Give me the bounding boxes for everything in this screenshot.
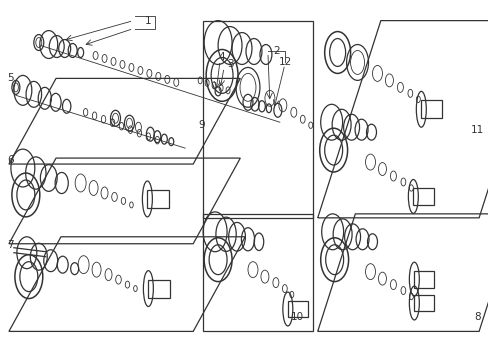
Bar	[413, 271, 433, 288]
Text: 4: 4	[218, 53, 225, 63]
Text: 2: 2	[273, 45, 280, 55]
Text: 8: 8	[473, 312, 479, 323]
Bar	[203, 21, 312, 218]
Bar	[413, 294, 433, 311]
Bar	[412, 188, 433, 205]
Text: 1: 1	[145, 15, 151, 26]
Text: 7: 7	[8, 240, 14, 250]
Text: 6: 6	[8, 155, 14, 165]
Bar	[287, 301, 307, 318]
Bar	[148, 280, 170, 298]
Text: 5: 5	[8, 73, 14, 84]
Bar	[421, 100, 441, 118]
Bar	[203, 214, 312, 332]
Text: 12: 12	[279, 58, 292, 67]
Bar	[147, 190, 169, 208]
Text: 3: 3	[226, 59, 233, 69]
Text: 11: 11	[469, 125, 483, 135]
Text: 10: 10	[291, 312, 304, 323]
Text: 9: 9	[199, 120, 205, 130]
